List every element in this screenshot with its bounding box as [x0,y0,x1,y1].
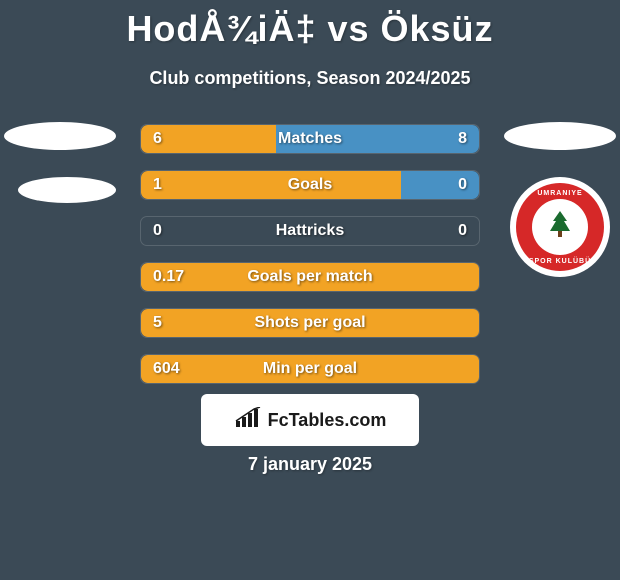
team-right-logo: UMRANIYE SPOR KULÜBÜ [504,122,616,277]
page-title: HodÅ¾iÄ‡ vs Öksüz [0,0,620,50]
stat-row: 10Goals [140,170,480,200]
subtitle: Club competitions, Season 2024/2025 [0,68,620,89]
stat-row: 604Min per goal [140,354,480,384]
placeholder-ellipse-icon [504,122,616,150]
placeholder-ellipse-icon [4,122,116,150]
stat-row: 5Shots per goal [140,308,480,338]
team-left-logo [4,122,116,203]
stat-label: Goals per match [141,263,479,291]
stat-label: Goals [141,171,479,199]
club-badge-icon: UMRANIYE SPOR KULÜBÜ [510,177,610,277]
footer-date: 7 january 2025 [0,454,620,475]
stat-row: 0.17Goals per match [140,262,480,292]
tree-icon [547,209,573,246]
placeholder-ellipse-icon [18,177,116,203]
chart-icon [234,407,262,434]
stats-container: 68Matches 10Goals 00Hattricks 0.17Goals per… [140,124,480,400]
stat-label: Hattricks [141,217,479,245]
stat-row: 00Hattricks [140,216,480,246]
badge-text-top: UMRANIYE [537,190,582,197]
footer-brand: FcTables.com [201,394,419,446]
stat-row: 68Matches [140,124,480,154]
footer-brand-text: FcTables.com [268,410,387,431]
stat-label: Min per goal [141,355,479,383]
badge-text-bottom: SPOR KULÜBÜ [529,258,591,265]
stat-label: Shots per goal [141,309,479,337]
stat-label: Matches [141,125,479,153]
